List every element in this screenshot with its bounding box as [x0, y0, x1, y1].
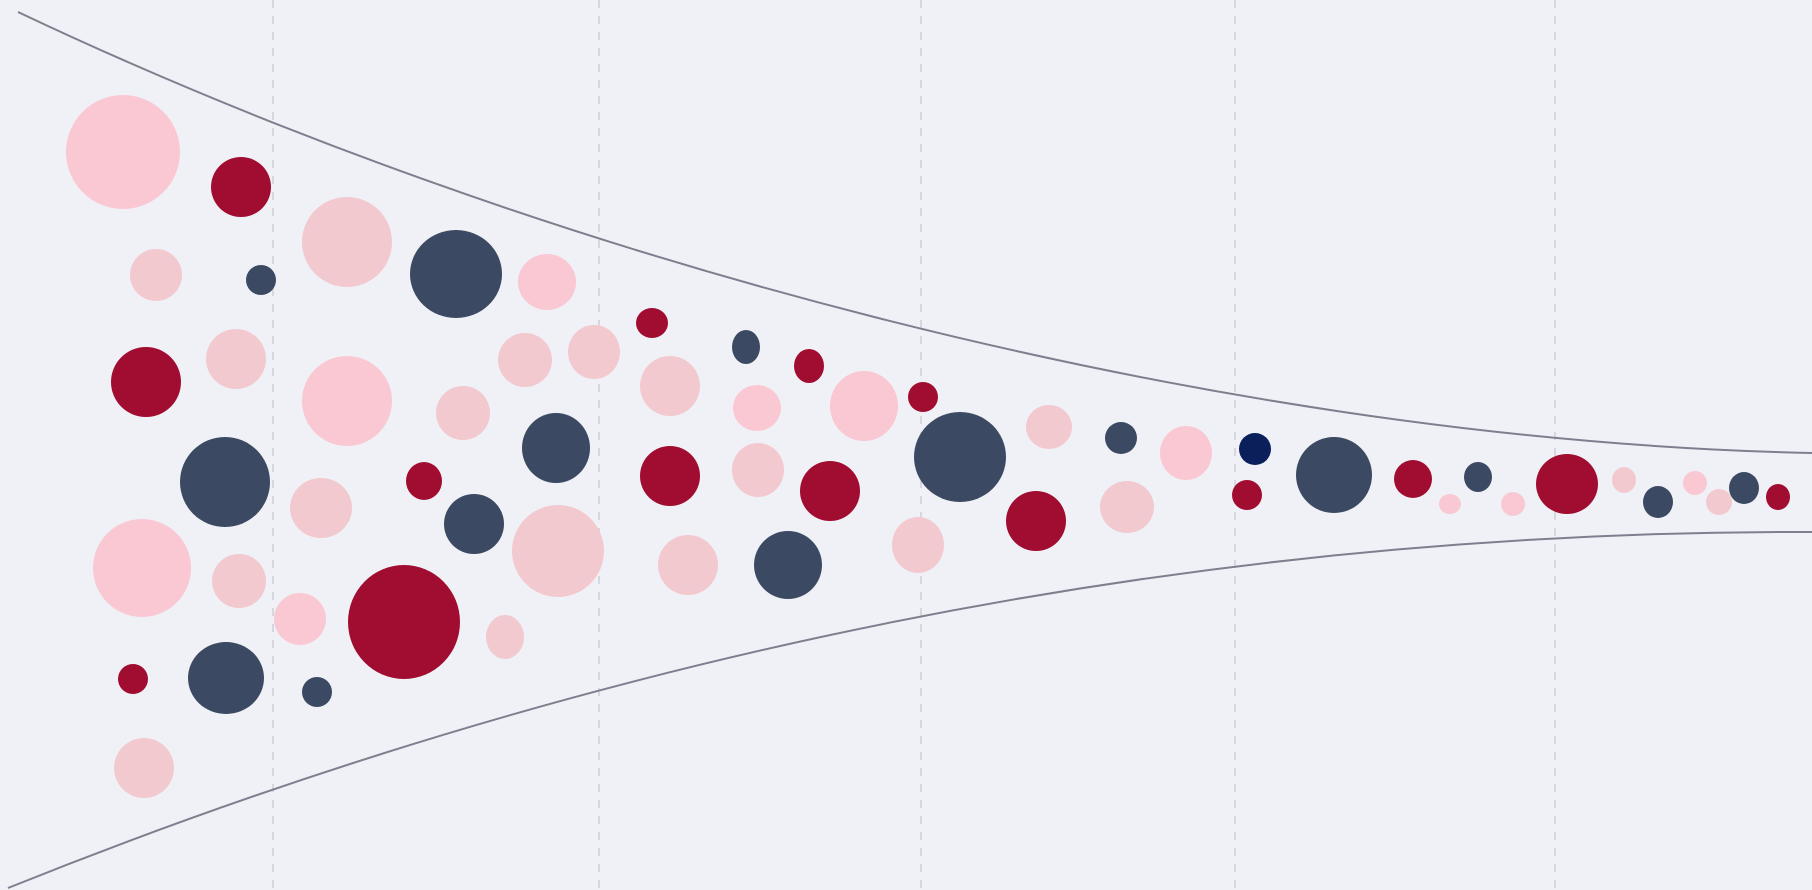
bubble — [188, 642, 264, 714]
bubble — [518, 254, 576, 310]
bubble — [486, 615, 524, 659]
bubble — [246, 265, 276, 295]
bubble — [410, 230, 502, 318]
bubble — [754, 531, 822, 599]
bubble — [1239, 433, 1271, 465]
bubble — [1536, 454, 1598, 514]
bubble — [1706, 489, 1732, 515]
bubble — [302, 356, 392, 446]
bubble — [498, 333, 552, 387]
bubble — [290, 478, 352, 538]
bubble — [348, 565, 460, 679]
bubble — [1683, 471, 1707, 495]
bubble — [830, 371, 898, 441]
bubble — [658, 535, 718, 595]
bubbles — [66, 95, 1790, 798]
bubble — [1501, 492, 1525, 516]
bubble — [1464, 462, 1492, 492]
bubble — [211, 157, 271, 217]
bubble — [640, 356, 700, 416]
bubble — [892, 517, 944, 573]
bubble — [1026, 405, 1072, 449]
bubble — [1766, 484, 1790, 510]
bubble — [114, 738, 174, 798]
bubble — [568, 325, 620, 379]
bubble — [1160, 426, 1212, 480]
bubble — [180, 437, 270, 527]
bubble — [302, 677, 332, 707]
bubble — [206, 329, 266, 389]
bubble — [302, 197, 392, 287]
bubble — [914, 412, 1006, 502]
bubble — [522, 413, 590, 483]
bubble — [1394, 460, 1432, 498]
bubble — [444, 494, 504, 554]
bubble — [406, 462, 442, 500]
bubble — [130, 249, 182, 301]
bubble — [733, 385, 781, 431]
upper-boundary-curve — [17, 11, 1812, 454]
bubble — [800, 461, 860, 521]
bubble — [212, 554, 266, 608]
bubble — [1296, 437, 1372, 513]
bubble — [1100, 481, 1154, 533]
bubble — [436, 386, 490, 440]
bubble — [1006, 491, 1066, 551]
bubble — [512, 505, 604, 597]
bubble — [794, 349, 824, 383]
bubble — [1612, 467, 1636, 493]
bubble — [66, 95, 180, 209]
bubble — [732, 330, 760, 364]
bubble — [274, 593, 326, 645]
bubble — [908, 382, 938, 412]
bubble — [640, 446, 700, 506]
lower-boundary-curve — [7, 530, 1812, 889]
bubble — [93, 519, 191, 617]
bubble — [1439, 494, 1461, 514]
gridlines — [272, 0, 1556, 890]
bubble — [1232, 480, 1262, 510]
bubble — [1105, 422, 1137, 454]
bubble — [1729, 472, 1759, 504]
bubble — [111, 347, 181, 417]
bubble — [636, 308, 668, 338]
bubble — [732, 443, 784, 497]
bubble — [1643, 486, 1673, 518]
bubble — [118, 664, 148, 694]
